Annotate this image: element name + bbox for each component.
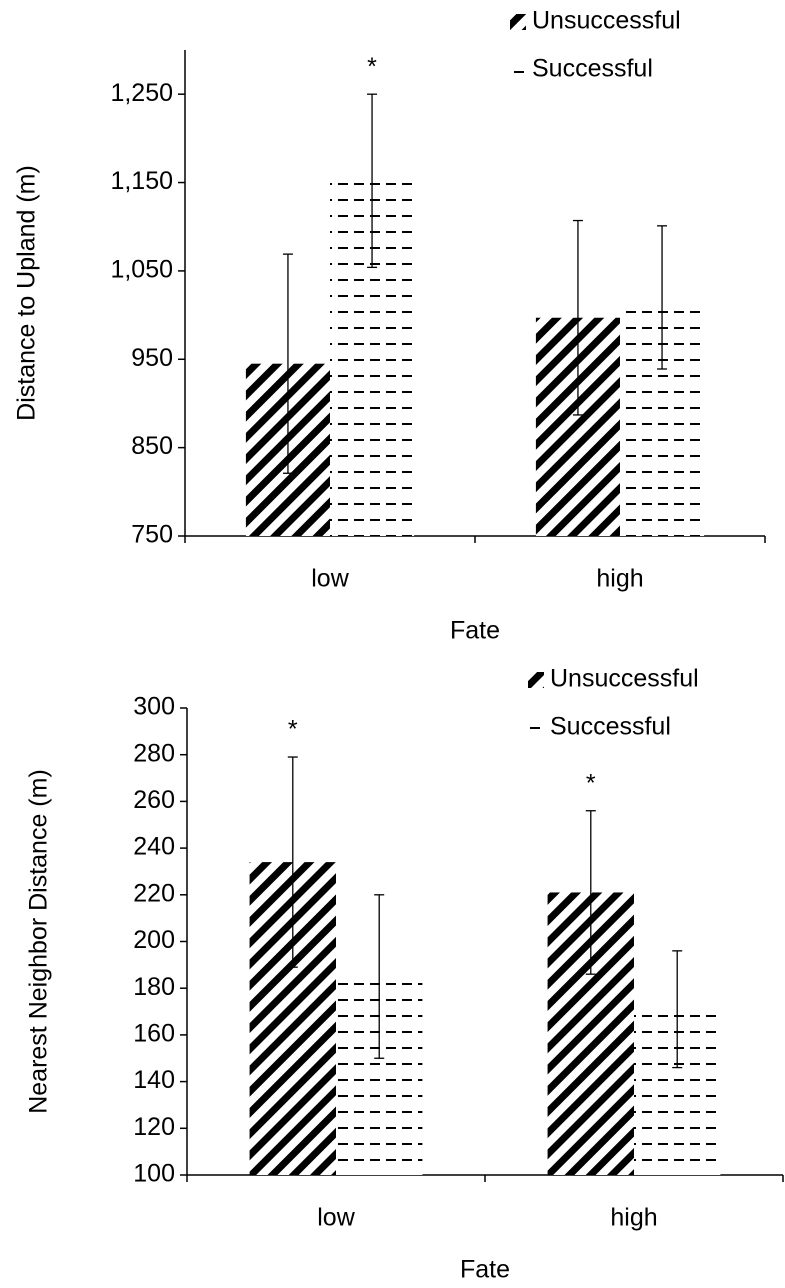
x-tick-label: low xyxy=(317,1204,355,1232)
legend-swatch xyxy=(510,14,526,30)
y-tick-label: 100 xyxy=(133,1160,175,1188)
y-tick-label: 850 xyxy=(131,432,173,460)
x-tick-label: high xyxy=(596,565,643,593)
y-tick-label: 950 xyxy=(131,344,173,372)
y-tick-label: 180 xyxy=(133,973,175,1001)
x-axis-label: Fate xyxy=(460,1256,510,1283)
annotation: * xyxy=(288,716,298,744)
x-tick-label: high xyxy=(610,1204,657,1232)
y-tick-label: 750 xyxy=(131,521,173,549)
y-tick-label: 240 xyxy=(133,833,175,861)
x-axis-label: Fate xyxy=(450,617,500,645)
annotation: * xyxy=(367,53,377,81)
legend-label: Unsuccessful xyxy=(532,7,681,35)
legend-label: Unsuccessful xyxy=(550,665,699,693)
legend-swatch xyxy=(510,62,526,78)
annotation: * xyxy=(586,769,596,797)
y-tick-label: 160 xyxy=(133,1020,175,1048)
y-tick-label: 140 xyxy=(133,1066,175,1094)
y-tick-label: 280 xyxy=(133,739,175,767)
y-tick-label: 1,250 xyxy=(110,79,173,107)
y-tick-label: 120 xyxy=(133,1113,175,1141)
y-axis-label: Distance to Upland (m) xyxy=(13,165,41,421)
legend-swatch xyxy=(528,720,544,736)
y-tick-label: 300 xyxy=(133,693,175,721)
y-axis-label: Nearest Neighbor Distance (m) xyxy=(25,769,53,1114)
legend-swatch xyxy=(528,672,544,688)
y-tick-label: 260 xyxy=(133,786,175,814)
y-tick-label: 1,050 xyxy=(110,256,173,284)
y-tick-label: 220 xyxy=(133,879,175,907)
legend-label: Successful xyxy=(550,713,671,741)
legend-label: Successful xyxy=(532,55,653,83)
x-tick-label: low xyxy=(311,565,349,593)
y-tick-label: 1,150 xyxy=(110,167,173,195)
y-tick-label: 200 xyxy=(133,926,175,954)
